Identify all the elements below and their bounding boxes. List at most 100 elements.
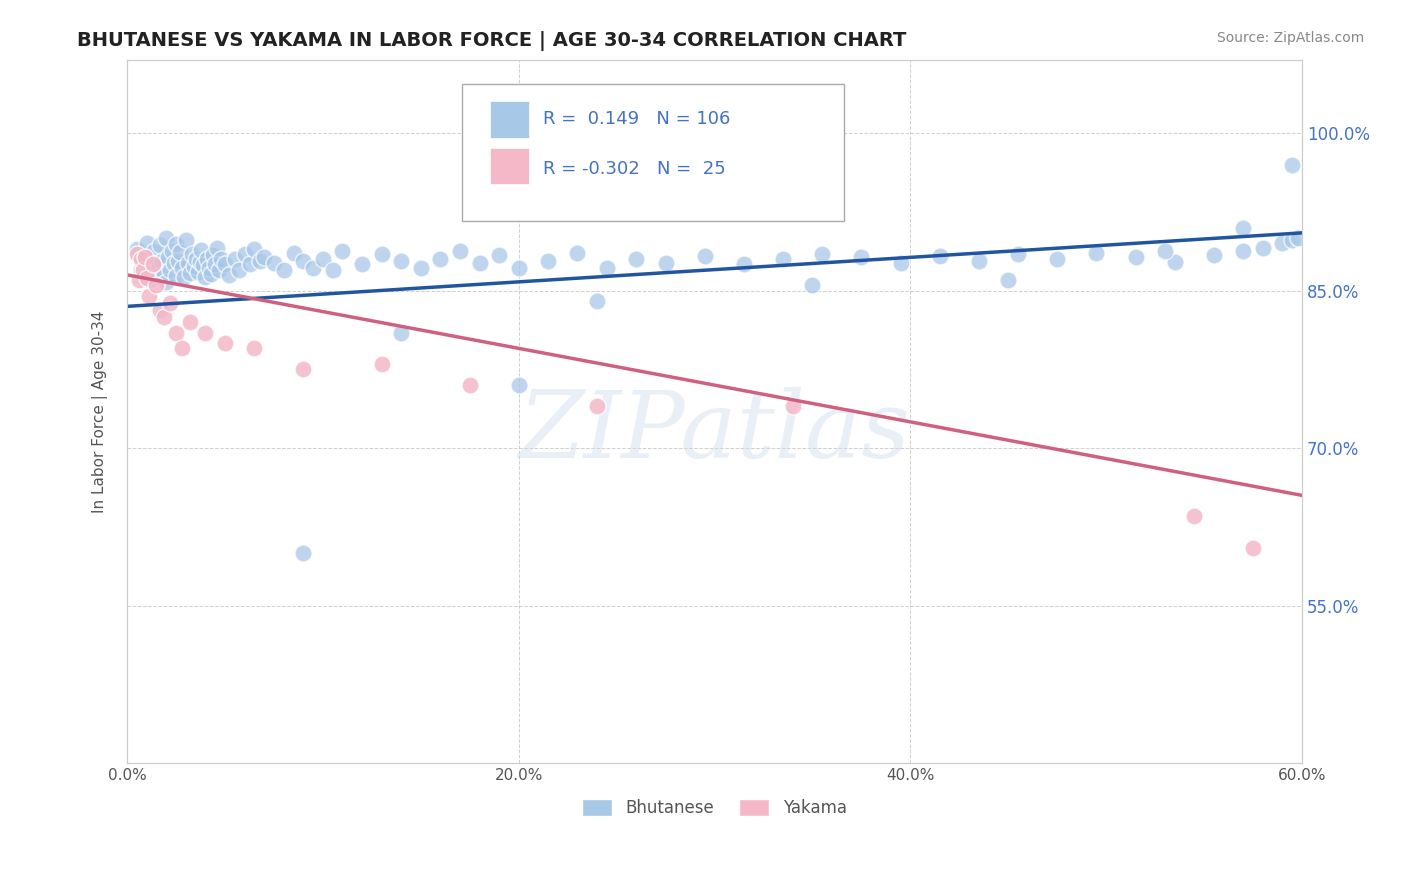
Point — [125, 242, 148, 256]
Point — [1085, 245, 1108, 260]
Point — [1164, 255, 1187, 269]
Point — [1232, 220, 1254, 235]
Point — [352, 257, 374, 271]
Bar — [491, 147, 529, 184]
Point — [187, 265, 209, 279]
Point — [253, 250, 276, 264]
Text: BHUTANESE VS YAKAMA IN LABOR FORCE | AGE 30-34 CORRELATION CHART: BHUTANESE VS YAKAMA IN LABOR FORCE | AGE… — [77, 31, 907, 51]
Point — [183, 260, 205, 274]
Point — [508, 260, 530, 275]
Point — [202, 248, 225, 262]
Point — [1271, 236, 1294, 251]
Point — [851, 250, 873, 264]
Bar — [491, 101, 529, 137]
Point — [149, 302, 172, 317]
Point — [132, 262, 155, 277]
Point — [1286, 231, 1309, 245]
Point — [811, 247, 834, 261]
Point — [153, 310, 176, 324]
Point — [165, 268, 187, 283]
Point — [1251, 241, 1274, 255]
Point — [1281, 158, 1303, 172]
Point — [567, 245, 589, 260]
Point — [141, 257, 163, 271]
Point — [170, 260, 193, 275]
Point — [143, 244, 166, 258]
Point — [243, 242, 266, 256]
Point — [135, 236, 157, 251]
Text: R = -0.302   N =  25: R = -0.302 N = 25 — [543, 161, 725, 178]
Point — [173, 269, 195, 284]
Point — [596, 260, 619, 275]
Point — [180, 247, 202, 261]
Point — [145, 256, 167, 270]
Point — [1125, 250, 1147, 264]
Point — [125, 247, 148, 261]
Point — [243, 342, 266, 356]
Point — [160, 244, 183, 258]
Point — [322, 262, 344, 277]
Point — [163, 256, 186, 270]
Point — [159, 262, 181, 277]
Point — [370, 357, 392, 371]
Point — [169, 244, 191, 259]
Point — [409, 260, 432, 275]
Point — [139, 250, 162, 264]
Point — [733, 257, 755, 271]
Point — [586, 294, 609, 309]
Point — [184, 252, 207, 266]
Point — [135, 257, 157, 271]
Point — [138, 273, 160, 287]
Point — [194, 326, 217, 340]
Point — [332, 244, 354, 258]
Text: R =  0.149   N = 106: R = 0.149 N = 106 — [543, 111, 730, 128]
Point — [1007, 247, 1029, 261]
Point — [537, 254, 560, 268]
Point — [654, 256, 676, 270]
Point — [228, 262, 250, 277]
Point — [224, 252, 246, 266]
Point — [170, 342, 193, 356]
Point — [190, 243, 212, 257]
Point — [193, 259, 215, 273]
Point — [928, 249, 950, 263]
Point — [214, 336, 236, 351]
Point — [188, 255, 211, 269]
Point — [179, 266, 201, 280]
Point — [468, 256, 491, 270]
Point — [782, 399, 804, 413]
Point — [218, 268, 240, 282]
Point — [263, 256, 285, 270]
Point — [138, 289, 160, 303]
Point — [1046, 252, 1069, 266]
Point — [148, 268, 170, 283]
Point — [129, 262, 152, 277]
Legend: Bhutanese, Yakama: Bhutanese, Yakama — [574, 790, 855, 825]
Point — [801, 278, 824, 293]
Point — [389, 254, 412, 268]
Point — [174, 233, 197, 247]
Point — [208, 262, 231, 277]
Point — [1281, 233, 1303, 247]
Point — [128, 273, 150, 287]
Point — [155, 275, 177, 289]
Point — [129, 252, 152, 266]
Point — [370, 247, 392, 261]
Point — [239, 257, 262, 271]
Point — [177, 256, 200, 270]
Point — [149, 238, 172, 252]
Point — [145, 278, 167, 293]
Point — [209, 252, 232, 266]
Point — [134, 268, 156, 282]
Point — [302, 260, 325, 275]
Point — [249, 254, 271, 268]
Point — [194, 269, 217, 284]
Point — [200, 267, 222, 281]
Point — [458, 378, 481, 392]
Point — [1241, 541, 1264, 555]
FancyBboxPatch shape — [463, 84, 844, 221]
Point — [214, 257, 236, 271]
Point — [135, 271, 157, 285]
Point — [967, 254, 990, 268]
Point — [1154, 244, 1177, 258]
